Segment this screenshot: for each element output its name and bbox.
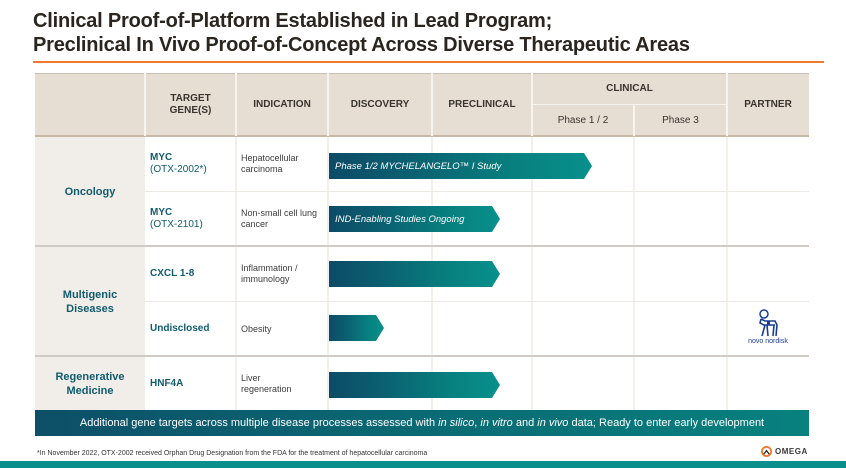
group-divider	[35, 245, 809, 247]
header-preclinical: PRECLINICAL	[432, 73, 532, 136]
title-underline	[33, 61, 824, 63]
header-bottom-border	[35, 135, 809, 137]
gene-row-1: MYC (OTX-2002*)	[150, 152, 207, 175]
bottom-accent-bar	[0, 461, 846, 468]
grid-line	[633, 137, 635, 410]
header-target-genes: TARGET GENE(S)	[145, 73, 236, 136]
category-oncology: Oncology	[35, 137, 145, 246]
header-indication: INDICATION	[236, 73, 328, 136]
header-phase-3: Phase 3	[634, 105, 727, 136]
clinical-divider	[532, 104, 727, 105]
grid-line	[531, 137, 533, 410]
category-regenerative-medicine: Regenerative Medicine	[35, 357, 145, 410]
additional-targets-banner: Additional gene targets across multiple …	[35, 410, 809, 436]
hdr-divider	[633, 105, 635, 136]
omega-logo: OMEGA	[761, 446, 808, 457]
hdr-divider	[235, 73, 237, 136]
progress-bar-row-1: Phase 1/2 MYCHELANGELO™ I Study	[329, 153, 592, 179]
apis-bull-icon	[759, 309, 778, 337]
indication-row-3: Inflammation / immunology	[241, 263, 298, 284]
footnote: *In November 2022, OTX-2002 received Orp…	[37, 450, 428, 457]
gene-row-5: HNF4A	[150, 377, 184, 389]
header-partner: PARTNER	[727, 73, 809, 136]
header-top-border	[35, 73, 809, 74]
title-line-1: Clinical Proof-of-Platform Established i…	[33, 10, 553, 32]
gene-row-2: MYC (OTX-2101)	[150, 207, 203, 230]
hdr-divider	[327, 73, 329, 136]
header-blank	[35, 73, 145, 136]
indication-row-2: Non-small cell lung cancer	[241, 208, 318, 229]
header-clinical: CLINICAL	[532, 73, 727, 105]
gene-row-4: Undisclosed	[150, 323, 210, 334]
indication-row-1: Hepatocellular carcinoma	[241, 153, 299, 174]
indication-row-4: Obesity	[241, 323, 272, 334]
header-phase-1-2: Phase 1 / 2	[532, 105, 634, 136]
progress-bar-row-4	[329, 315, 384, 341]
grid-line	[327, 137, 329, 410]
grid-line	[726, 137, 728, 410]
omega-logo-icon	[761, 446, 772, 457]
category-multigenic-diseases: Multigenic Diseases	[35, 247, 145, 356]
header-discovery: DISCOVERY	[328, 73, 432, 136]
row-divider	[145, 301, 809, 302]
progress-bar-row-2: IND-Enabling Studies Ongoing	[329, 206, 500, 232]
gene-row-3: CXCL 1-8	[150, 268, 195, 279]
progress-bar-row-5	[329, 372, 500, 398]
hdr-divider	[431, 73, 433, 136]
title-line-2: Preclinical In Vivo Proof-of-Concept Acr…	[33, 34, 690, 56]
pipeline-table: TARGET GENE(S) INDICATION DISCOVERY PREC…	[35, 73, 809, 410]
progress-bar-row-3	[329, 261, 500, 287]
hdr-divider	[144, 73, 146, 136]
row-divider	[145, 191, 809, 192]
hdr-divider	[726, 73, 728, 136]
indication-row-5: Liver regeneration	[241, 372, 292, 394]
hdr-divider	[531, 73, 533, 136]
group-divider	[35, 355, 809, 357]
slide-title: Clinical Proof-of-Platform Established i…	[33, 9, 690, 57]
partner-logo-novo-nordisk: novo nordisk	[727, 309, 809, 345]
grid-line	[235, 137, 237, 410]
